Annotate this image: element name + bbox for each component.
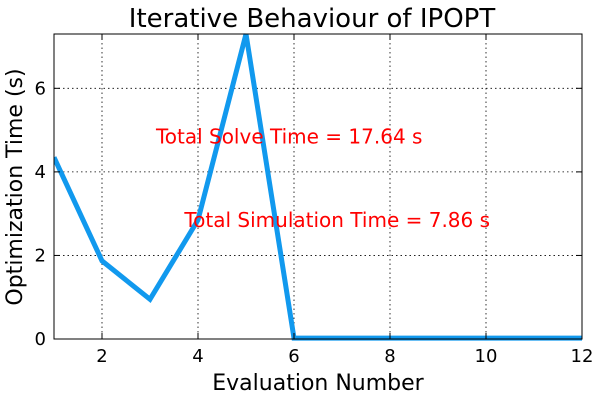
x-axis-label: Evaluation Number <box>212 371 424 396</box>
annotation-0: Total Solve Time = 17.64 s <box>155 124 423 148</box>
series-line-0 <box>54 33 582 341</box>
annotations: Total Solve Time = 17.64 s Total Simulati… <box>155 124 490 232</box>
chart-title: Iterative Behaviour of IPOPT <box>129 4 496 34</box>
plot-frame <box>53 33 583 340</box>
annotation-1: Total Simulation Time = 7.86 s <box>183 208 490 232</box>
x-tick-label: 8 <box>384 346 395 367</box>
x-tick-label: 12 <box>571 346 594 367</box>
x-tick-label: 4 <box>192 346 203 367</box>
series-layer <box>54 33 582 341</box>
x-tick-label: 2 <box>96 346 107 367</box>
x-tick-label: 10 <box>475 346 498 367</box>
grid-lines <box>54 34 583 340</box>
y-tick-label: 4 <box>35 162 46 183</box>
axis-ticks: 2 4 6 8 10 12 0 2 4 6 <box>35 34 594 367</box>
y-tick-label: 0 <box>35 329 46 350</box>
y-tick-label: 6 <box>35 78 46 99</box>
y-axis-label: Optimization Time (s) <box>3 68 28 305</box>
y-tick-label: 2 <box>35 245 46 266</box>
x-tick-label: 6 <box>288 346 299 367</box>
